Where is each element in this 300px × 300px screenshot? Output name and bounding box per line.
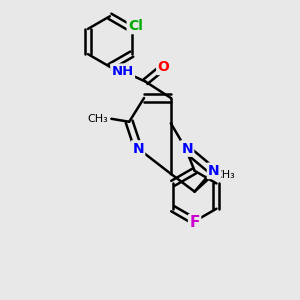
Text: Cl: Cl: [128, 19, 143, 33]
Text: N: N: [132, 142, 144, 155]
Text: CH₃: CH₃: [88, 114, 108, 124]
Text: F: F: [189, 215, 200, 230]
Text: N: N: [181, 142, 193, 155]
Text: CH₃: CH₃: [214, 170, 235, 180]
Text: NH: NH: [112, 65, 134, 78]
Text: N: N: [208, 164, 220, 178]
Text: O: O: [158, 60, 169, 74]
